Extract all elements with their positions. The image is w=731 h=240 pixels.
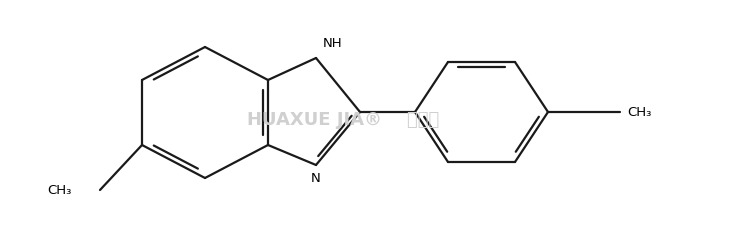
Text: HUAXUE JIA®    化学加: HUAXUE JIA® 化学加 [248, 111, 439, 129]
Text: N: N [311, 172, 321, 185]
Text: CH₃: CH₃ [48, 184, 72, 197]
Text: NH: NH [323, 37, 343, 50]
Text: CH₃: CH₃ [627, 106, 651, 119]
